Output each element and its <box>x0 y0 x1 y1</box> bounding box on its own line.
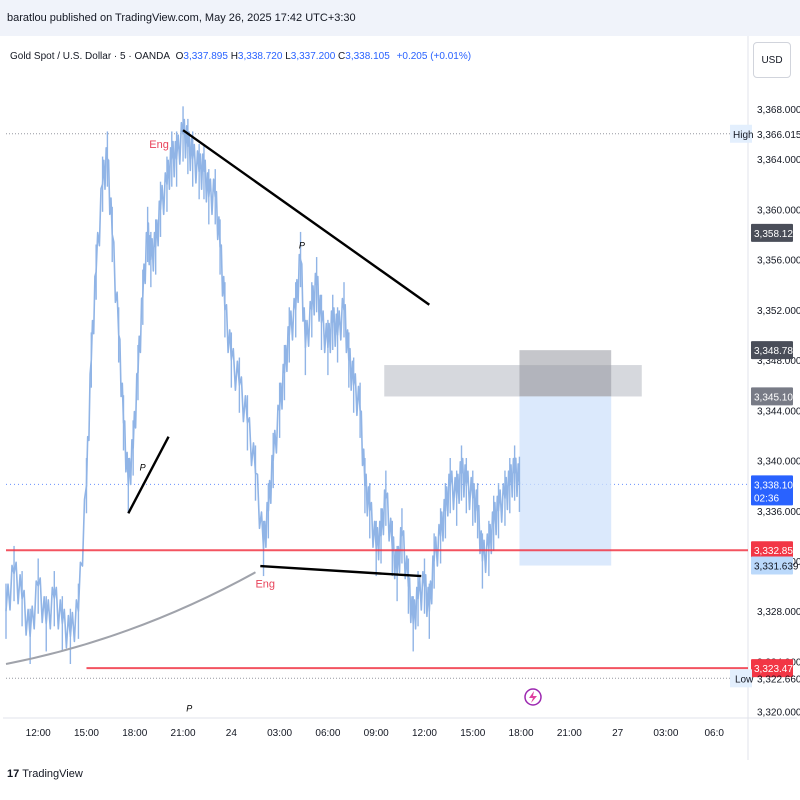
x-tick-label: 12:00 <box>412 728 437 739</box>
annotation-p: P <box>186 704 192 714</box>
y-tick-label: 3,356.000 <box>757 256 800 267</box>
x-tick-label: 12:00 <box>26 728 51 739</box>
low-tag-label: Low <box>735 674 754 685</box>
y-tick-label: 3,340.000 <box>757 457 800 468</box>
tradingview-brand: TradingView <box>22 768 83 780</box>
close-value: 3,338.105 <box>345 51 390 62</box>
tradingview-logo: 17 <box>7 768 20 780</box>
change-value: +0.205 (+0.01%) <box>396 51 472 62</box>
open-value: 3,337.895 <box>183 51 228 62</box>
published-text: baratlou published on TradingView.com, M… <box>7 12 356 24</box>
price-tag-value: 3,358.125 <box>754 229 799 240</box>
price-tag <box>751 541 793 560</box>
symbol-title: Gold Spot / U.S. Dollar · 5 · OANDA <box>10 51 171 62</box>
price-tag-value: 3,331.639 <box>754 562 799 573</box>
x-tick-label: 24 <box>226 728 238 739</box>
high-tag-value: 3,366.015 <box>757 130 800 141</box>
price-tag-value: 3,332.857 <box>754 546 799 557</box>
target-zone <box>519 396 612 566</box>
trendline <box>260 564 422 578</box>
price-tag <box>751 475 793 506</box>
price-tag <box>751 223 793 242</box>
high-tag-bg <box>730 124 752 143</box>
annotation-p: P <box>140 463 146 473</box>
open-label: O <box>175 51 184 62</box>
x-tick-label: 06:00 <box>315 728 340 739</box>
price-tag-countdown: 02:36 <box>754 493 779 504</box>
close-label: C <box>338 51 346 62</box>
price-tag-value: 3,345.105 <box>754 392 799 403</box>
low-label: L <box>285 51 291 62</box>
footer: 17 TradingView <box>7 768 83 780</box>
curve-line <box>5 571 256 665</box>
published-bar: baratlou published on TradingView.com, M… <box>0 0 800 36</box>
x-tick-label: 03:00 <box>267 728 292 739</box>
annotation-p: P <box>299 240 305 250</box>
high-tag-label: High <box>733 130 754 141</box>
flash-icon-glyph <box>529 691 537 703</box>
low-value: 3,337.200 <box>290 51 336 62</box>
x-tick-label: 21:00 <box>557 728 582 739</box>
annotation-eng: Eng <box>255 578 275 590</box>
y-tick-label: 3,364.000 <box>757 155 800 166</box>
low-tag-value: 3,322.660 <box>757 674 800 685</box>
y-tick-label: 3,328.000 <box>757 607 800 618</box>
trendline <box>127 436 170 514</box>
price-tag <box>751 341 793 360</box>
high-value: 3,338.720 <box>237 51 283 62</box>
y-tick-label: 3,360.000 <box>757 205 800 216</box>
x-tick-label: 03:00 <box>653 728 678 739</box>
y-tick-label: 3,352.000 <box>757 306 800 317</box>
chart-frame <box>3 36 797 760</box>
price-tag <box>751 387 793 406</box>
x-tick-label: 27 <box>612 728 624 739</box>
price-tag <box>751 556 793 575</box>
price-tag-value: 3,338.105 <box>754 480 799 491</box>
high-label: H <box>230 51 238 62</box>
y-tick-label: 3,336.000 <box>757 507 800 518</box>
x-tick-label: 18:00 <box>122 728 147 739</box>
x-tick-label: 15:00 <box>460 728 485 739</box>
price-tag-value: 3,348.787 <box>754 346 799 357</box>
currency-button[interactable]: USD <box>753 42 791 78</box>
y-tick-label: 3,348.000 <box>757 356 800 367</box>
x-tick-label: 15:00 <box>74 728 99 739</box>
x-tick-label: 18:00 <box>509 728 534 739</box>
y-tick-label: 3,320.000 <box>757 708 800 719</box>
price-tag-value: 3,323.475 <box>754 664 799 675</box>
y-tick-label: 3,344.000 <box>757 406 800 417</box>
y-tick-label: 3,368.000 <box>757 105 800 116</box>
stop-zone <box>519 350 612 397</box>
x-tick-label: 09:00 <box>364 728 389 739</box>
low-tag-bg <box>730 669 752 688</box>
annotation-eng: Eng <box>149 139 169 151</box>
trendline <box>182 129 431 306</box>
price-tag <box>751 659 793 678</box>
symbol-legend: Gold Spot / U.S. Dollar · 5 · OANDA O3,3… <box>10 51 471 62</box>
x-tick-label: 21:00 <box>171 728 196 739</box>
x-tick-label: 06:0 <box>704 728 724 739</box>
